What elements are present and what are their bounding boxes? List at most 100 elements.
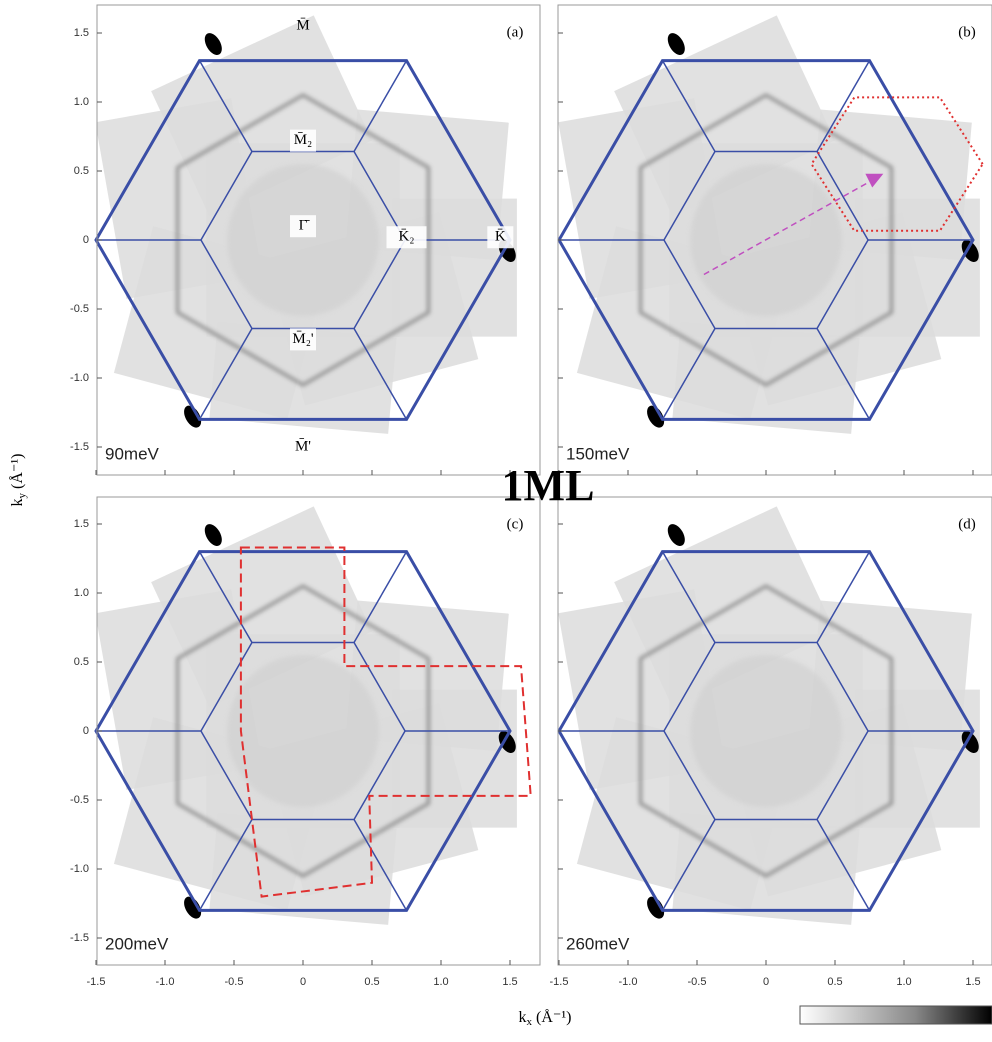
x-tick-label: -1.5 <box>87 976 106 988</box>
zone-spoke <box>353 328 408 420</box>
x-tick-label: -1.0 <box>156 976 175 988</box>
point-label: K̄₂ <box>398 229 414 245</box>
panel-label: (b) <box>958 24 976 40</box>
y-tick-label: 1.5 <box>74 27 89 39</box>
zone-spoke <box>661 60 716 152</box>
panel-label: (a) <box>507 24 524 40</box>
y-tick-label: 1.0 <box>74 96 89 108</box>
contour <box>639 584 893 878</box>
hotspot <box>647 896 665 919</box>
annotation-bg <box>290 328 316 351</box>
intensity-map <box>97 506 517 925</box>
hotspot <box>498 731 516 754</box>
center-label: 1ML <box>502 461 595 510</box>
hotspot <box>667 33 685 56</box>
annotation-bg <box>290 129 316 152</box>
zone-spoke <box>816 819 871 911</box>
selected-region <box>239 546 532 898</box>
hotspot <box>184 405 202 428</box>
panel-label: (c) <box>507 516 524 532</box>
direction-arrow <box>703 177 877 276</box>
x-tick-label: 1.5 <box>965 976 980 988</box>
intensity-map <box>558 506 980 925</box>
hotspot <box>204 33 222 56</box>
hotspot <box>647 405 665 428</box>
y-tick-label: 0.5 <box>74 656 89 668</box>
zone-spoke <box>661 819 716 911</box>
intensity-map <box>558 15 980 434</box>
map-tile <box>672 813 860 925</box>
hotspot <box>184 896 202 919</box>
x-tick-label: 0.5 <box>827 976 842 988</box>
y-tick-label: 0 <box>83 234 89 246</box>
colorbar <box>799 1005 992 1025</box>
zone-spoke <box>816 60 871 152</box>
zone-spoke <box>198 328 253 420</box>
y-label-symbol: k <box>9 498 26 506</box>
x-tick-label: 0 <box>300 976 306 988</box>
map-tile <box>855 198 980 337</box>
annotation-bg <box>386 226 427 249</box>
hotspot <box>204 524 222 547</box>
point-label: M̄' <box>295 438 311 454</box>
map-tile <box>672 322 860 434</box>
point-label: M̄ <box>296 18 309 34</box>
zone-spoke <box>353 60 408 152</box>
zone-spoke <box>816 551 871 643</box>
hotspot <box>961 731 979 754</box>
zone-spoke <box>353 819 408 911</box>
x-tick-label: -0.5 <box>225 976 244 988</box>
energy-label: 200meV <box>105 934 169 953</box>
x-tick-label: -1.5 <box>550 976 569 988</box>
x-label-symbol: k <box>519 1009 527 1026</box>
map-tile <box>392 198 517 337</box>
x-tick-label: 1.5 <box>502 976 517 988</box>
y-label-subscript: y <box>16 492 28 498</box>
panel: (c) 200meV 1.5 1.0 0.5 0 -0.5 -1.0 -1.5 -1.5 -1.0 -… <box>70 496 541 988</box>
energy-label: 260meV <box>566 934 630 953</box>
annotation-bg <box>290 215 316 238</box>
map-center <box>690 655 842 807</box>
zone-spoke <box>198 551 253 643</box>
map-tile <box>209 813 397 925</box>
zone-spoke <box>198 60 253 152</box>
y-tick-label: -0.5 <box>70 794 89 806</box>
x-tick-label: -0.5 <box>688 976 707 988</box>
x-label: kx (Å⁻¹) <box>519 1008 572 1028</box>
y-tick-label: 0.5 <box>74 165 89 177</box>
point-label: Γ̄ <box>299 218 311 234</box>
y-tick-label: -1.0 <box>70 863 89 875</box>
x-tick-label: 1.0 <box>433 976 448 988</box>
y-tick-label: -1.5 <box>70 441 89 453</box>
zone-spoke <box>353 551 408 643</box>
map-tile <box>209 322 397 434</box>
y-tick-label: 1.0 <box>74 587 89 599</box>
energy-label: 150meV <box>566 444 630 463</box>
panel: (b) 150meV <box>557 4 992 476</box>
map-tile <box>392 689 517 828</box>
x-tick-label: 1.0 <box>896 976 911 988</box>
y-tick-label: -1.5 <box>70 932 89 944</box>
energy-label: 90meV <box>105 444 160 463</box>
map-center <box>227 164 379 316</box>
zone-spoke <box>198 819 253 911</box>
point-label: K̄ <box>495 229 506 245</box>
x-label-unit: (Å⁻¹) <box>536 1008 571 1026</box>
y-tick-label: -0.5 <box>70 303 89 315</box>
x-tick-label: -1.0 <box>619 976 638 988</box>
map-center <box>227 655 379 807</box>
y-tick-label: 1.5 <box>74 518 89 530</box>
point-label: M̄₂ <box>294 132 313 148</box>
y-label: ky (Å⁻¹) <box>8 454 28 507</box>
annotation-bg <box>487 226 514 249</box>
contour <box>176 93 430 387</box>
panel: (a) 90meV 1.5 1.0 0.5 0 -0.5 -1.0 -1.5 M̄ M̄₂ Γ̄ K̄₂… <box>70 4 541 476</box>
x-tick-label: 0 <box>763 976 769 988</box>
y-label-unit: (Å⁻¹) <box>8 454 26 489</box>
x-tick-label: 0.5 <box>364 976 379 988</box>
zone-spoke <box>661 551 716 643</box>
contour <box>639 93 893 387</box>
y-tick-label: 0 <box>83 725 89 737</box>
hotspot <box>961 240 979 263</box>
